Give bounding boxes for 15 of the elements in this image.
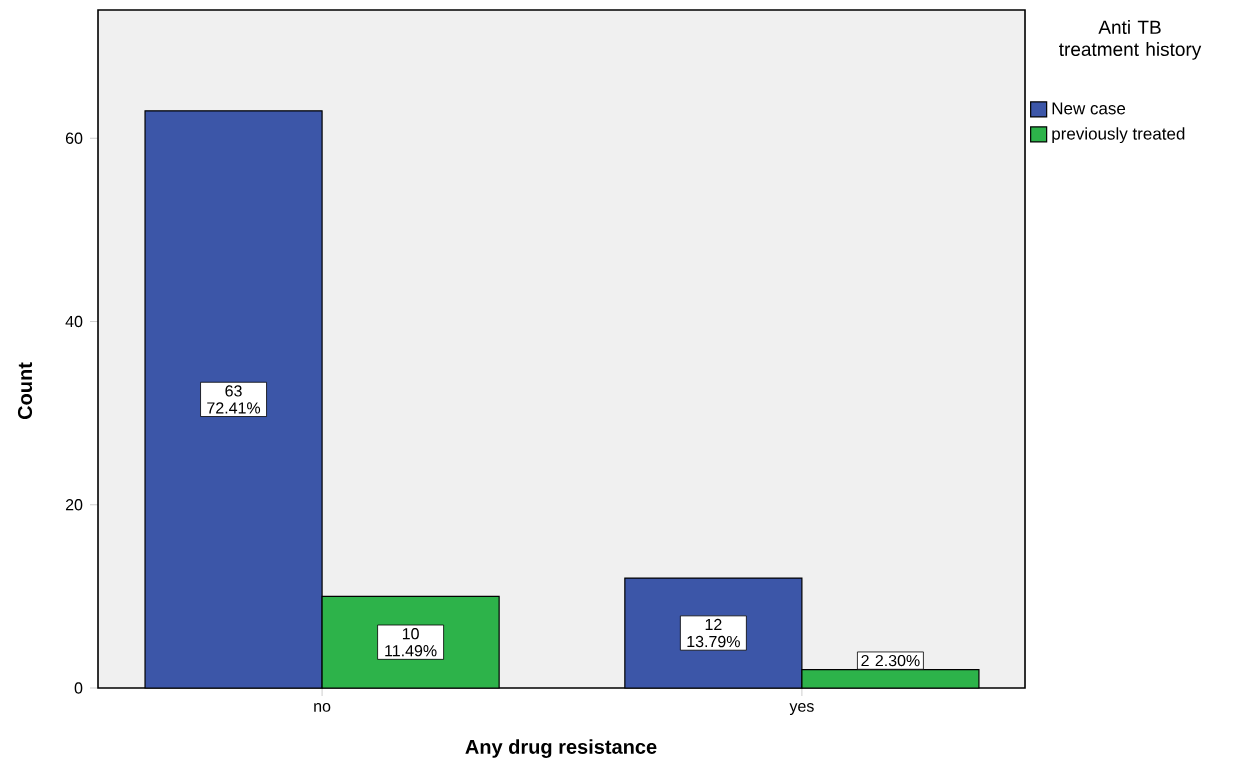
y-axis-title: Count bbox=[17, 362, 33, 420]
data-label: 63 72.41% bbox=[207, 385, 261, 414]
data-label: 2 2.30% bbox=[861, 654, 920, 667]
y-tick-label: 40 bbox=[65, 315, 83, 328]
y-tick-label: 20 bbox=[65, 499, 83, 511]
y-tick-label: 0 bbox=[74, 682, 83, 694]
data-label: 10 11.49% bbox=[385, 628, 437, 657]
legend-label: previously treated bbox=[1052, 127, 1185, 144]
legend-title: Anti TB treatment history bbox=[1059, 20, 1202, 60]
x-tick-label: no bbox=[314, 703, 331, 712]
x-axis-title: Any drug resistance bbox=[465, 739, 657, 758]
x-tick-label: yes bbox=[789, 703, 814, 715]
legend-label: New case bbox=[1052, 102, 1126, 115]
data-label: 12 13.79% bbox=[687, 618, 740, 648]
y-tick-label: 60 bbox=[65, 132, 83, 144]
